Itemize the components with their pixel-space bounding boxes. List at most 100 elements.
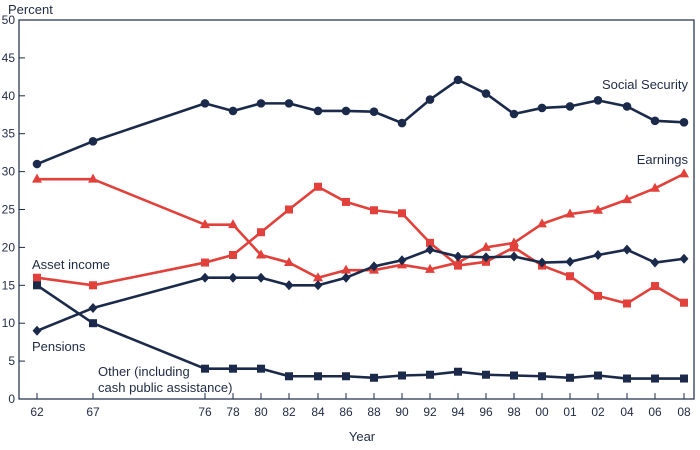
data-point (33, 281, 41, 290)
data-point (33, 273, 41, 282)
data-point (88, 173, 98, 183)
data-point (370, 206, 378, 215)
data-point (369, 107, 379, 117)
data-point (314, 182, 322, 191)
data-point (284, 280, 294, 291)
x-tick-label: 67 (86, 405, 100, 419)
data-point (284, 99, 294, 108)
x-tick-label: 82 (282, 405, 296, 419)
y-tick-label: 25 (2, 203, 16, 217)
x-tick-label: 98 (507, 405, 521, 419)
x-tick-label: 96 (479, 405, 493, 419)
data-point (32, 159, 42, 169)
series-line (36, 284, 684, 380)
series-label: Other (including cash public assistance) (98, 364, 232, 395)
data-point (622, 194, 632, 204)
data-point (397, 118, 407, 128)
series-line (36, 248, 685, 332)
data-point (679, 118, 689, 127)
data-point (285, 372, 293, 381)
data-point (341, 264, 351, 274)
data-point (313, 280, 323, 291)
data-point (510, 371, 518, 380)
x-tick-label: 78 (226, 405, 240, 419)
data-point (537, 257, 547, 268)
y-tick-label: 30 (2, 165, 16, 179)
series-labels: Social Security Earnings Asset income Pensi… (32, 77, 688, 395)
data-point (89, 319, 97, 328)
data-point (426, 238, 434, 247)
data-point (314, 372, 322, 381)
y-tick-label: 5 (8, 354, 15, 368)
x-tick-label: 01 (563, 405, 577, 419)
x-tick-label: 04 (620, 405, 634, 419)
data-point (593, 249, 603, 260)
data-point (593, 96, 603, 105)
data-point (285, 205, 293, 214)
data-point (481, 252, 491, 263)
data-point (228, 106, 238, 116)
y-tick-label: 10 (2, 316, 16, 330)
data-point (257, 364, 265, 373)
data-point (425, 263, 435, 273)
data-point (454, 367, 462, 376)
x-tick-label: 08 (677, 405, 691, 419)
x-tick-label: 88 (367, 405, 381, 419)
data-point (454, 261, 462, 270)
data-point (88, 136, 98, 146)
data-point (228, 219, 238, 229)
x-tick-label: 80 (254, 405, 268, 419)
x-axis: 62 67 76 78 80 82 84 86 88 90 92 94 96 98 00 01 02 04 06 08 (30, 393, 691, 419)
series-2 (33, 182, 688, 308)
data-point (679, 168, 689, 178)
data-point (313, 272, 323, 282)
y-tick-label: 40 (2, 89, 16, 103)
data-point (341, 272, 351, 283)
data-point (342, 197, 350, 206)
data-point (370, 373, 378, 382)
x-tick-label: 84 (311, 405, 325, 419)
series-line (37, 172, 685, 280)
data-point (566, 272, 574, 281)
data-point (200, 219, 210, 229)
x-tick-label: 06 (648, 405, 662, 419)
data-point (481, 241, 491, 251)
data-point (481, 89, 491, 98)
data-point (398, 371, 406, 380)
x-tick-label: 62 (30, 405, 44, 419)
data-point (537, 218, 547, 228)
y-axis: 0 5 10 15 20 25 30 35 40 45 50 (2, 13, 25, 406)
data-point (509, 109, 519, 119)
x-tick-label: 00 (535, 405, 549, 419)
data-point (538, 372, 546, 381)
y-tick-label: 0 (8, 392, 15, 406)
series-line (36, 185, 685, 305)
data-point (622, 244, 632, 255)
data-point (510, 243, 518, 252)
data-point (201, 258, 209, 267)
plot-border (18, 19, 695, 400)
data-point (256, 249, 266, 259)
series-4 (33, 281, 688, 383)
data-point (369, 261, 379, 272)
series-0 (32, 75, 689, 169)
data-point (453, 251, 463, 262)
series-line (36, 78, 685, 166)
y-tick-label: 15 (2, 278, 16, 292)
data-point (426, 370, 434, 379)
x-tick-label: 90 (395, 405, 409, 419)
data-point (651, 282, 659, 291)
data-point (89, 281, 97, 290)
data-point (650, 257, 660, 268)
data-point (650, 182, 660, 192)
plot-area (18, 19, 695, 400)
data-point (425, 95, 435, 104)
y-tick-label: 20 (2, 240, 16, 254)
y-tick-label: 50 (2, 13, 16, 27)
data-point (680, 298, 688, 307)
data-point (537, 103, 547, 113)
data-point (201, 364, 209, 373)
y-tick-label: 45 (2, 51, 16, 65)
series-label: Earnings (637, 152, 689, 167)
